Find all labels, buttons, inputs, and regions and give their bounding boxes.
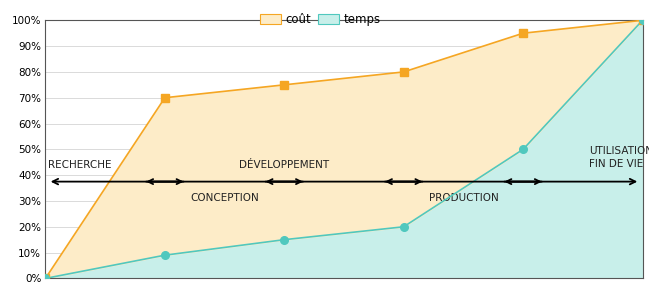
Text: RECHERCHE: RECHERCHE <box>48 160 112 170</box>
Text: UTILISATION
FIN DE VIE: UTILISATION FIN DE VIE <box>589 146 649 169</box>
Text: DÉVELOPPEMENT: DÉVELOPPEMENT <box>239 160 329 170</box>
Text: PRODUCTION: PRODUCTION <box>428 193 498 203</box>
Text: CONCEPTION: CONCEPTION <box>190 193 259 203</box>
Legend: coût, temps: coût, temps <box>255 8 385 30</box>
